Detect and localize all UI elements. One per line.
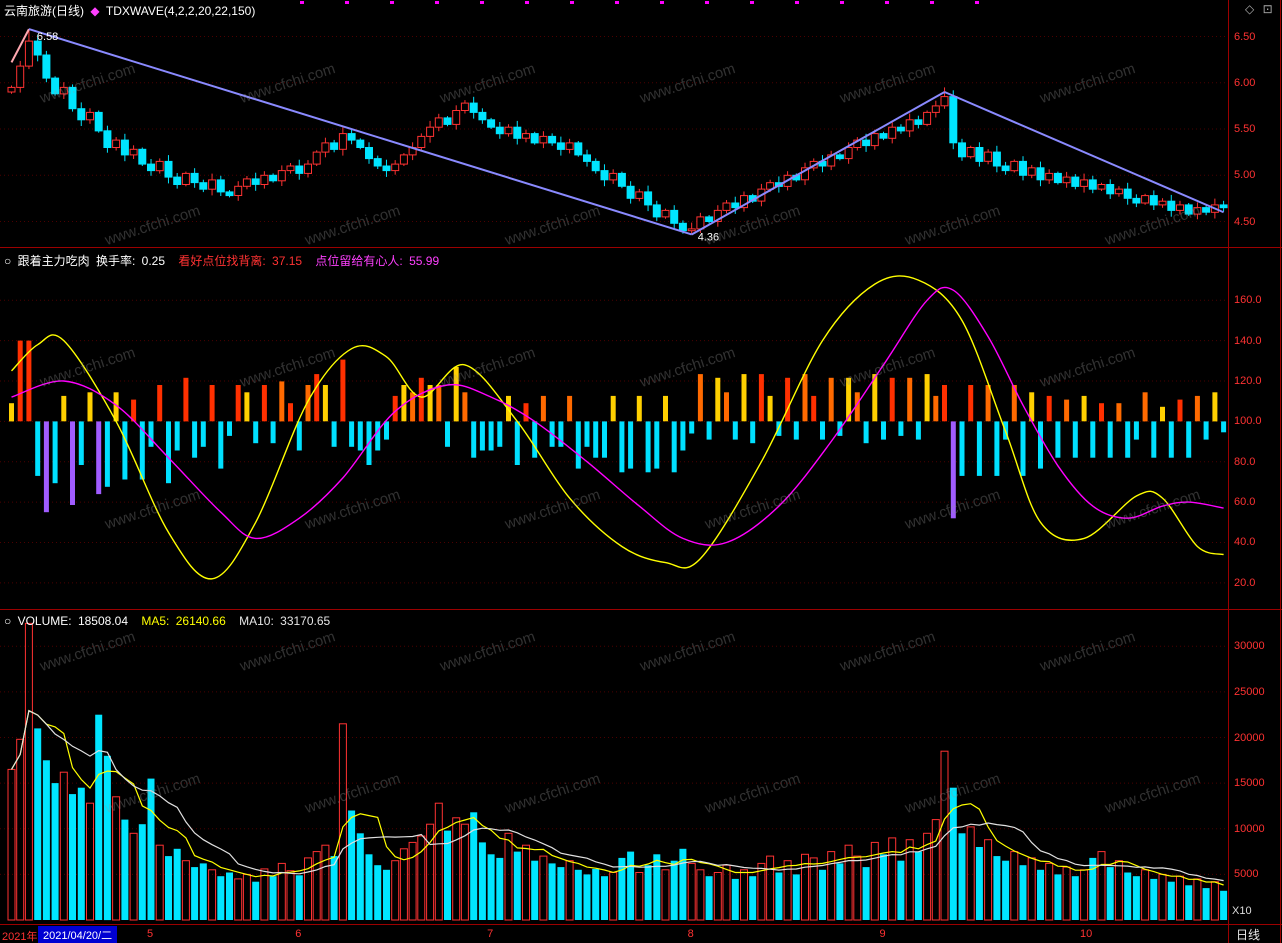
y-axis-label: 5.00 — [1234, 169, 1256, 182]
y-axis-label: 160.0 — [1234, 294, 1262, 307]
y-axis-label: 20.0 — [1234, 576, 1256, 589]
panel-bullet-icon: ○ — [4, 254, 12, 268]
oscillator-name: 跟着主力吃肉 — [17, 254, 90, 268]
axis-border-line — [1228, 0, 1229, 943]
ma5-label: MA5: — [141, 614, 170, 628]
ma10-value: 33170.65 — [280, 614, 331, 628]
month-tick-label: 10 — [1080, 928, 1093, 940]
y-axis-label: 15000 — [1234, 777, 1265, 790]
right-axis-column: X10 日线 6.50 6.00 5.50 5.00 4.50 160.0 140.0 120… — [1229, 0, 1282, 943]
wave-diamond-icon: ◆ — [90, 4, 100, 18]
y-axis-label: 5.50 — [1234, 123, 1256, 135]
month-tick-label: 5 — [147, 928, 154, 940]
price-chart-canvas[interactable]: 6.58 4.36 — [0, 0, 1228, 248]
y-axis-label: 100.0 — [1234, 415, 1262, 428]
y-axis-label: 6.50 — [1234, 30, 1256, 43]
month-tick-label: 7 — [487, 928, 494, 940]
stock-title: 云南旅游(日线) — [4, 4, 84, 18]
indicator-params: TDXWAVE(4,2,2,20,22,150) — [105, 4, 256, 18]
y-axis-label: 20000 — [1234, 731, 1265, 744]
volume-value: 18508.04 — [77, 614, 129, 628]
window-border-line — [1280, 0, 1281, 943]
turnover-value: 0.25 — [141, 254, 165, 268]
volume-label: VOLUME: — [17, 614, 72, 628]
volume-chart-canvas[interactable] — [0, 610, 1228, 925]
y-axis-label: 25000 — [1234, 685, 1265, 698]
svg-text:4.36: 4.36 — [698, 231, 719, 243]
oscillator-chart-canvas[interactable] — [0, 248, 1228, 610]
diamond-outline-icon[interactable]: ◇ — [1245, 2, 1255, 16]
divergence-label: 看好点位找背离: — [178, 254, 266, 268]
status-bar: 2021年 2021/04/20/二 5 6 7 8 9 10 — [0, 925, 1228, 943]
y-axis-label: 10000 — [1234, 822, 1265, 835]
year-label: 2021年 — [2, 931, 38, 943]
y-axis-label: 6.00 — [1234, 76, 1256, 89]
y-axis-label: 120.0 — [1234, 375, 1262, 387]
month-tick-label: 8 — [687, 928, 694, 940]
window-controls: ◇ ⊡ — [1240, 2, 1273, 16]
svg-text:6.58: 6.58 — [37, 31, 58, 43]
ma10-label: MA10: — [239, 614, 274, 628]
selected-date-label[interactable]: 2021/04/20/二 — [38, 926, 118, 943]
month-tick-label: 9 — [879, 928, 886, 940]
panel-separator — [0, 609, 1282, 610]
y-axis-label: 80.0 — [1234, 455, 1256, 468]
volume-panel-header: ○ VOLUME: 18508.04 MA5: 26140.66 MA10: 3… — [4, 614, 333, 628]
y-axis-label: 60.0 — [1234, 496, 1256, 509]
panel-separator — [0, 924, 1282, 925]
month-tick-label: 6 — [295, 928, 302, 940]
panel-separator — [0, 247, 1282, 248]
oscillator-panel-header: ○ 跟着主力吃肉 换手率: 0.25 看好点位找背离: 37.15 点位留给有心… — [4, 252, 442, 269]
turnover-label: 换手率: — [95, 254, 136, 268]
y-axis-label: 140.0 — [1234, 334, 1262, 347]
reserved-point-value: 55.99 — [409, 254, 440, 268]
window-icon[interactable]: ⊡ — [1262, 2, 1273, 16]
y-axis-label: 40.0 — [1234, 536, 1256, 549]
price-panel-header: 云南旅游(日线) ◆ TDXWAVE(4,2,2,20,22,150) — [4, 2, 258, 19]
ma5-value: 26140.66 — [175, 614, 226, 628]
reserved-point-label: 点位留给有心人: — [315, 254, 403, 268]
y-axis-label: 4.50 — [1234, 215, 1256, 228]
volume-scale-label: X10 — [1232, 905, 1252, 917]
y-axis-label: 5000 — [1234, 868, 1259, 881]
divergence-value: 37.15 — [272, 254, 303, 268]
panel-bullet-icon: ○ — [4, 614, 12, 628]
period-label: 日线 — [1236, 928, 1261, 942]
y-axis-label: 30000 — [1234, 640, 1265, 653]
